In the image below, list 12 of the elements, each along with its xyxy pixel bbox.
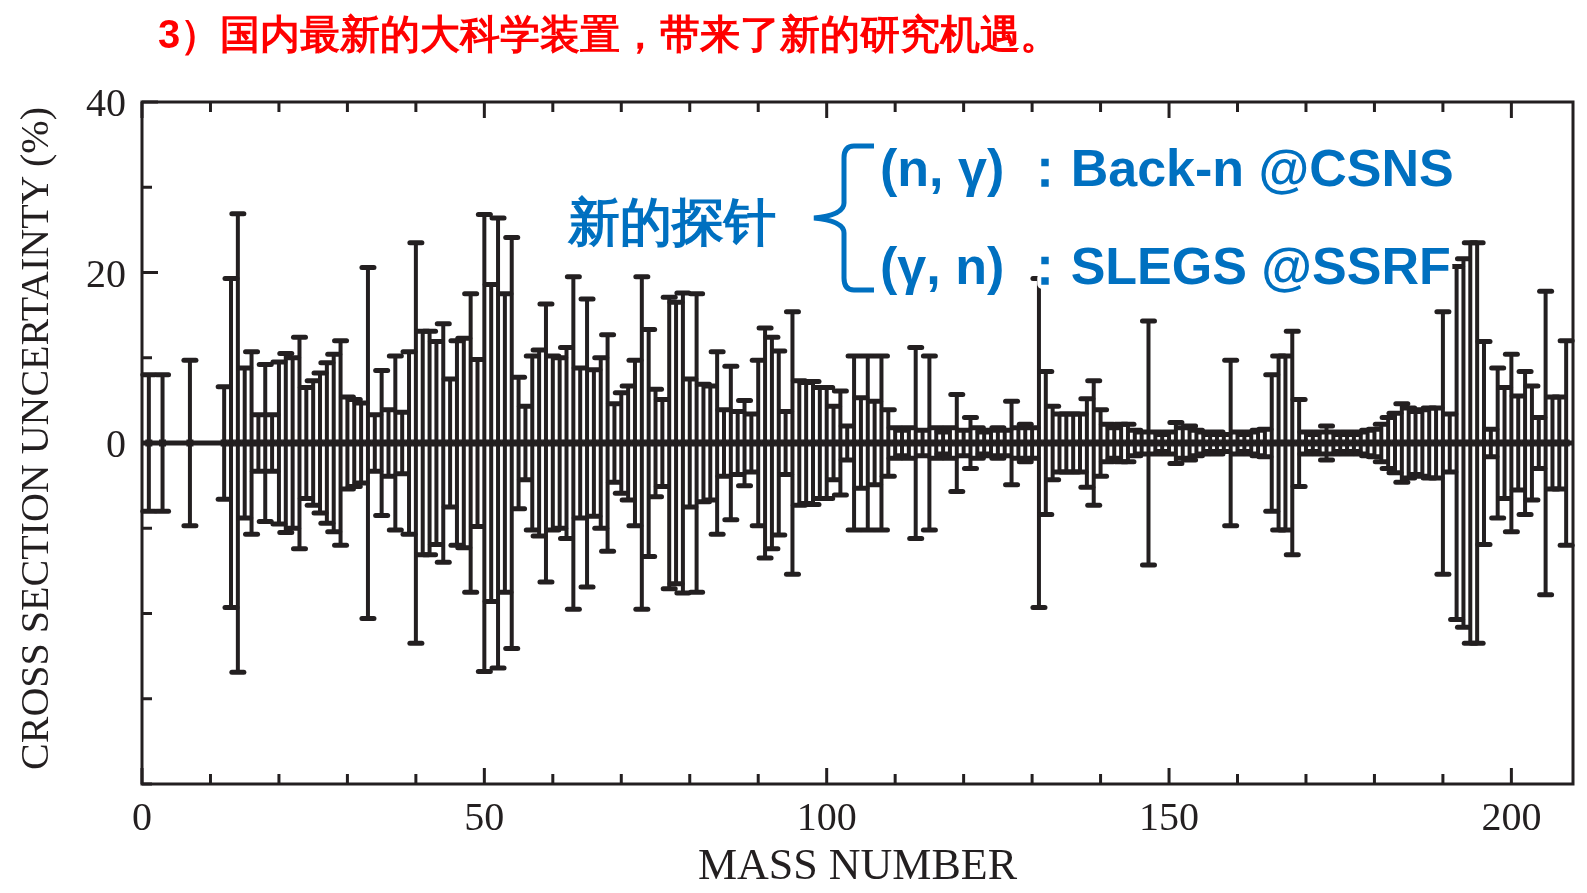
x-tick-label: 50 [464,794,505,839]
x-axis-title: MASS NUMBER [697,840,1018,889]
annotation: 新的探针 [567,193,776,251]
y-axis-title: CROSS SECTION UNCERTAINTY (%) [12,107,57,770]
y-tick-label: 20 [86,250,126,296]
y-tick-label: 40 [86,80,126,125]
x-tick-label: 150 [1139,794,1200,839]
x-tick-label: 200 [1481,794,1542,839]
x-tick-label: 100 [796,794,857,839]
annotation: (n, γ) ：Back-n @CSNS [880,139,1454,197]
chart-title: 3）国内最新的大科学装置，带来了新的研究机遇。 [158,12,1061,56]
y-tick-label: 0 [106,421,126,466]
